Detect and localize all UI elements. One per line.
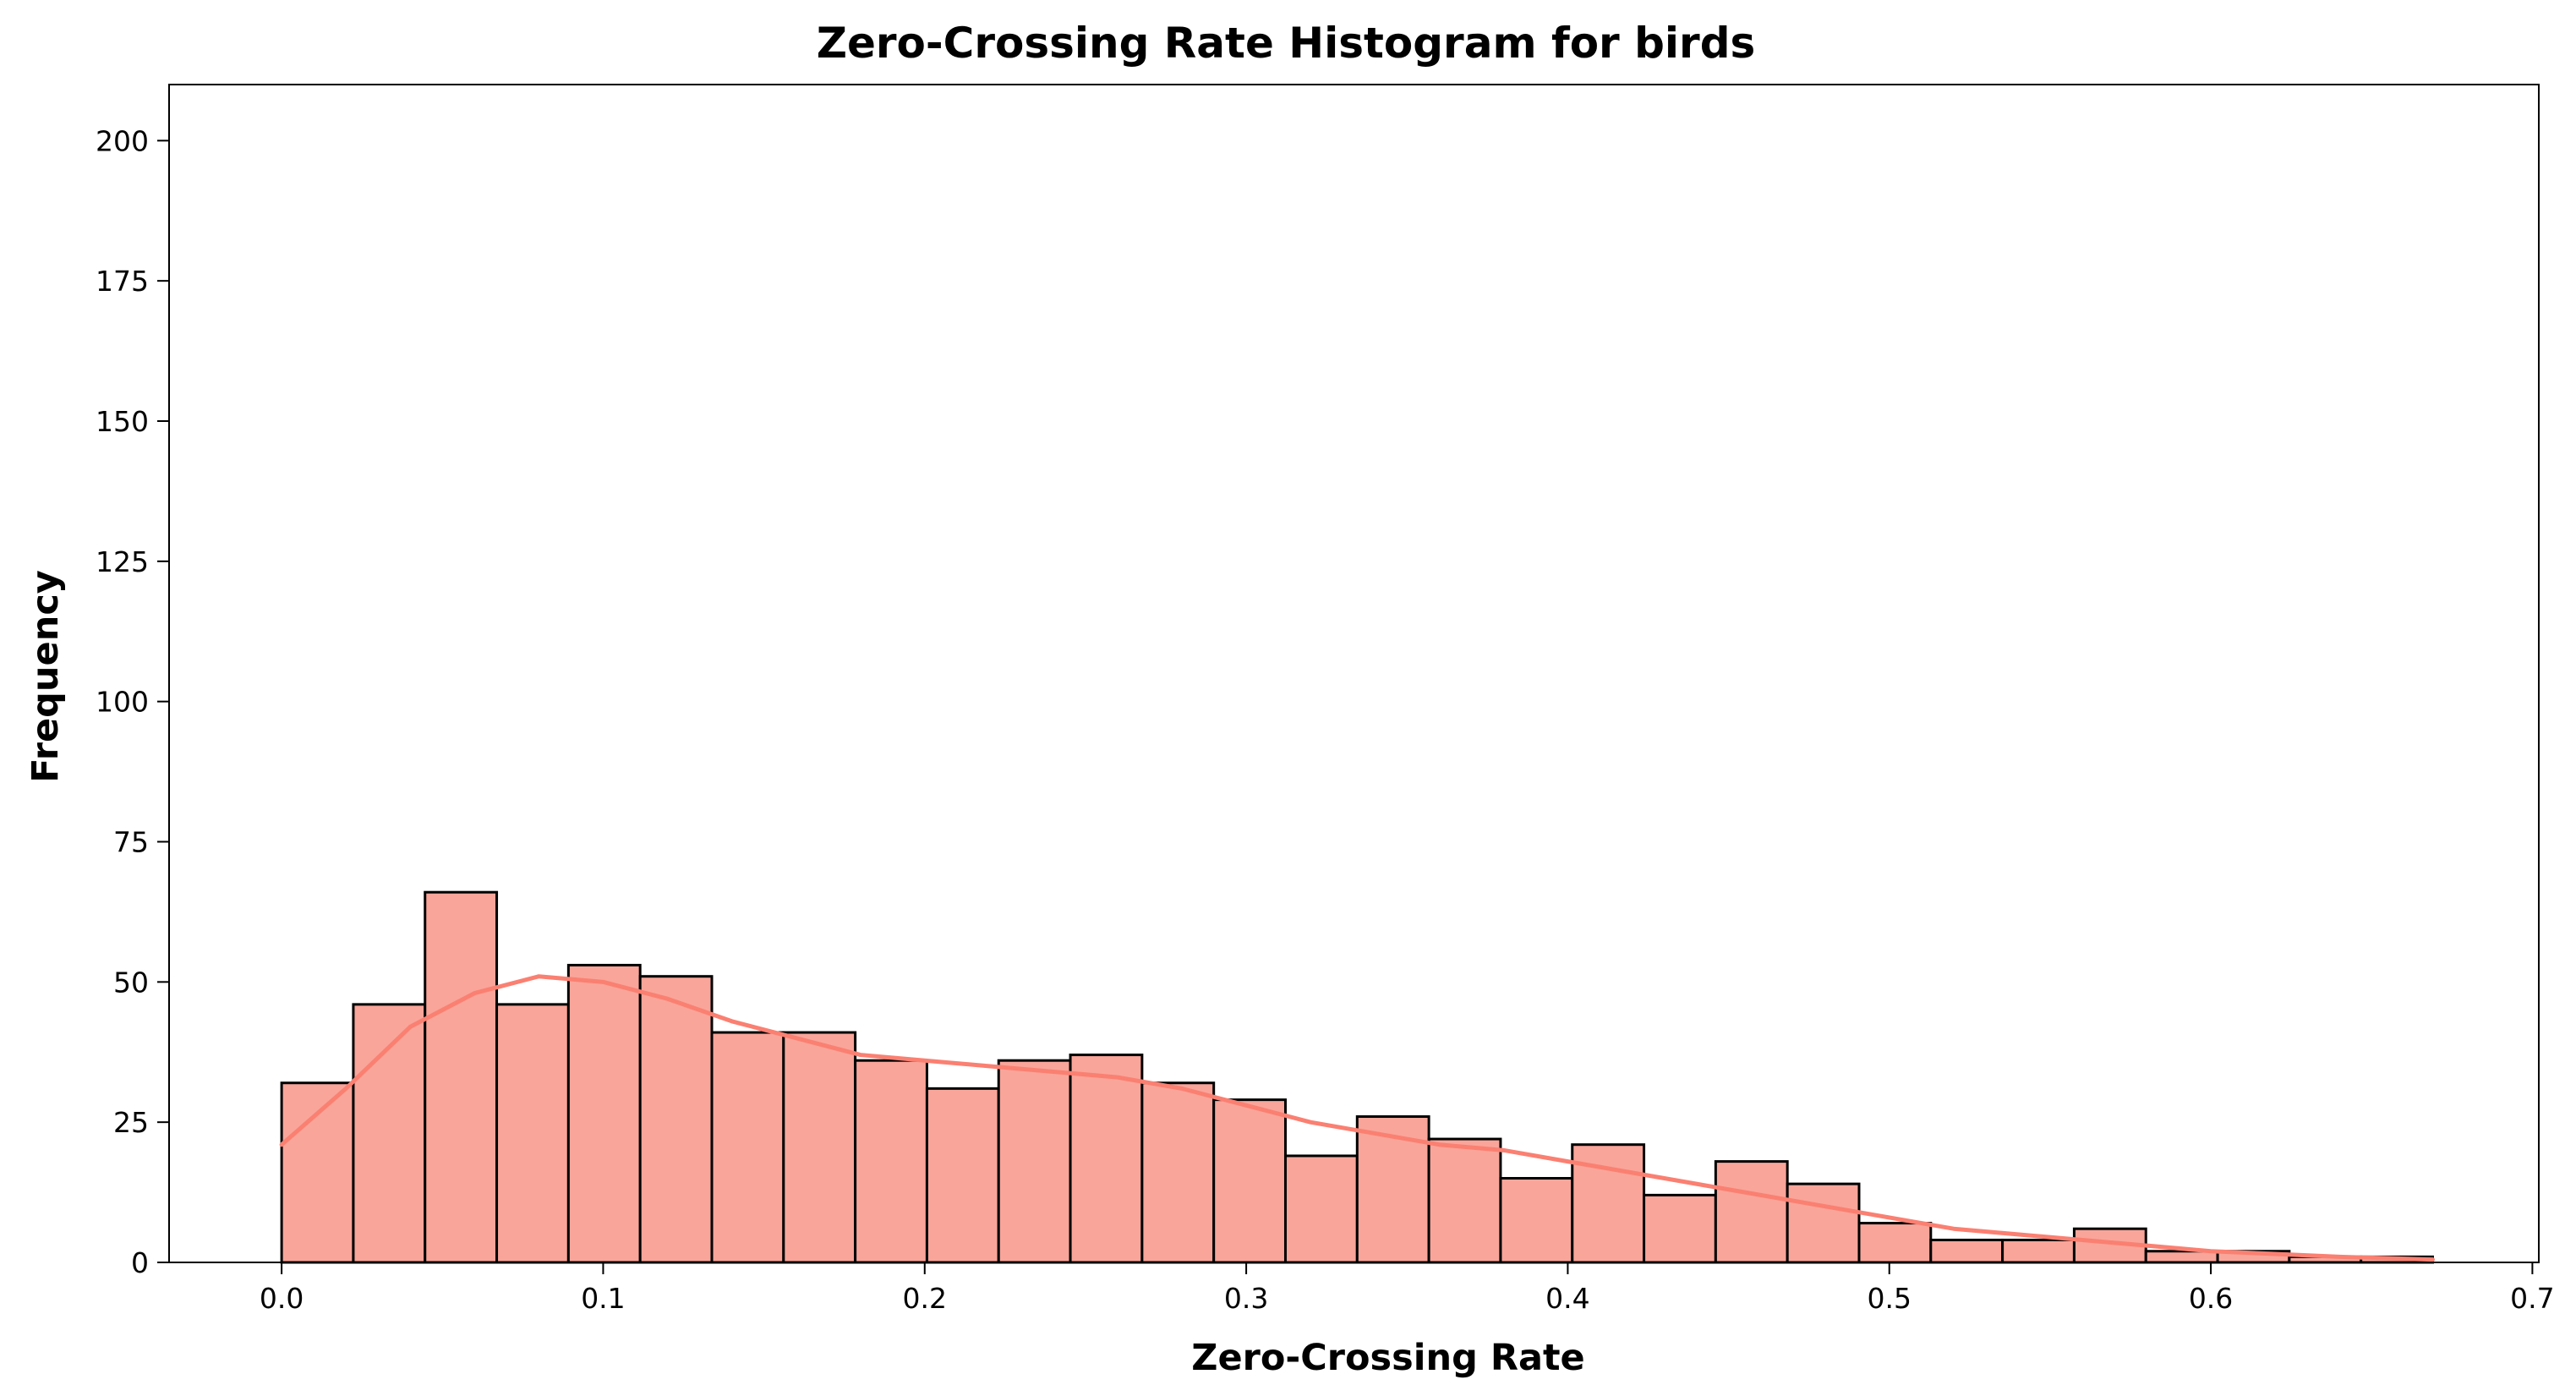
- x-tick-label: 0.7: [2510, 1282, 2554, 1315]
- y-tick-label: 150: [96, 405, 149, 438]
- y-axis-label: Frequency: [25, 570, 67, 783]
- histogram-bar: [1212, 1098, 1287, 1264]
- x-tick-label: 0.3: [1224, 1282, 1268, 1315]
- histogram-bar: [710, 1031, 785, 1264]
- histogram-bar: [1499, 1177, 1574, 1264]
- y-tick-label: 0: [131, 1246, 149, 1279]
- kde-curve: [279, 974, 2435, 1262]
- bars-layer: [280, 890, 2434, 1264]
- histogram-bar: [1929, 1238, 2004, 1264]
- histogram-bar: [925, 1087, 1000, 1264]
- y-tick-label: 100: [96, 686, 149, 719]
- y-axis-ticks: 0 25 50 75 100 125 150 175 200: [96, 124, 169, 1279]
- x-tick-label: 0.6: [2189, 1282, 2233, 1315]
- x-tick-label: 0.4: [1545, 1282, 1589, 1315]
- histogram-bar: [1786, 1182, 1861, 1264]
- histogram-bar: [1140, 1081, 1216, 1264]
- histogram-bar: [854, 1059, 928, 1264]
- chart-title: Zero-Crossing Rate Histogram for birds: [817, 19, 1756, 68]
- histogram-bar: [1643, 1193, 1717, 1264]
- plot-frame: [168, 84, 2540, 1263]
- y-tick-label: 25: [113, 1106, 149, 1139]
- histogram-bar: [1857, 1222, 1933, 1264]
- histogram-bar: [1283, 1154, 1359, 1264]
- y-tick-label: 200: [96, 124, 149, 157]
- histogram-bar: [2001, 1238, 2076, 1264]
- x-tick-label: 0.5: [1868, 1282, 1911, 1315]
- x-tick-label: 0.1: [581, 1282, 625, 1315]
- y-tick-label: 125: [96, 545, 149, 578]
- histogram-bar: [638, 975, 714, 1264]
- y-tick-label: 50: [113, 966, 149, 999]
- histogram-bar: [1427, 1137, 1502, 1264]
- x-tick-label: 0.2: [903, 1282, 947, 1315]
- x-tick-label: 0.0: [260, 1282, 304, 1315]
- x-axis-ticks: 0.0 0.1 0.2 0.3 0.4 0.5 0.6 0.7: [260, 1262, 2555, 1315]
- x-axis-label: Zero-Crossing Rate: [1191, 1337, 1584, 1379]
- histogram-bar: [424, 890, 499, 1264]
- y-tick-label: 175: [96, 265, 149, 298]
- y-tick-label: 75: [113, 826, 149, 859]
- histogram-bar: [1069, 1054, 1144, 1264]
- histogram-bar: [495, 1003, 570, 1264]
- histogram-bar: [352, 1003, 427, 1264]
- histogram-bar: [1714, 1160, 1789, 1264]
- histogram-bar: [782, 1031, 857, 1264]
- histogram-bar: [280, 1081, 355, 1264]
- histogram-bar: [997, 1059, 1072, 1264]
- histogram-bar: [566, 963, 642, 1264]
